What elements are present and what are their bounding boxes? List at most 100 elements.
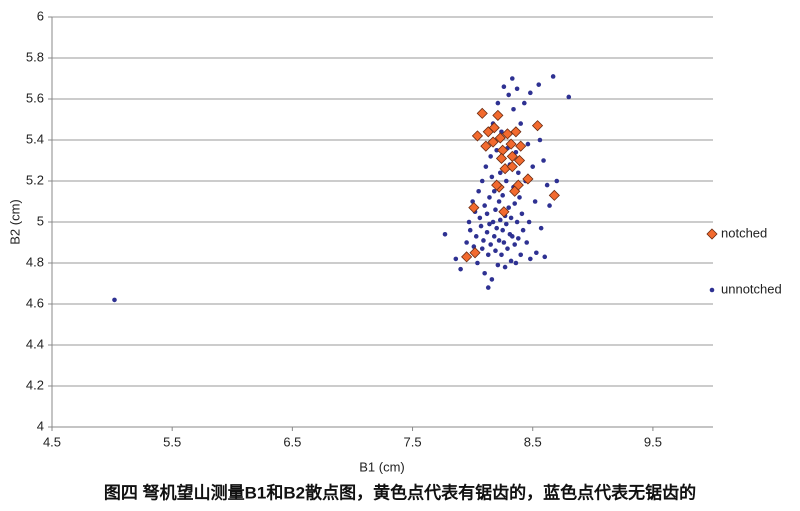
dot-point bbox=[534, 250, 539, 256]
dot-point bbox=[496, 238, 502, 243]
y-tick-label: 5.8 bbox=[26, 49, 44, 64]
dot-point bbox=[520, 227, 526, 233]
dot-point bbox=[482, 270, 487, 276]
y-tick-label: 4 bbox=[37, 418, 44, 433]
dot-point bbox=[509, 234, 515, 239]
y-tick-label: 4.6 bbox=[26, 295, 44, 310]
x-tick-label: 8.5 bbox=[524, 434, 542, 449]
dot-point bbox=[514, 86, 520, 92]
dot-point bbox=[482, 203, 487, 208]
dot-point bbox=[490, 219, 496, 225]
dot-point bbox=[514, 219, 520, 225]
dot-point bbox=[479, 178, 485, 184]
diamond-point bbox=[471, 130, 484, 142]
dot-point bbox=[503, 178, 509, 184]
dot-point bbox=[481, 238, 486, 243]
dot-point bbox=[487, 221, 492, 227]
dot-point bbox=[488, 154, 493, 159]
dot-point bbox=[518, 121, 524, 126]
dot-point bbox=[466, 219, 472, 225]
dot-point bbox=[519, 211, 525, 217]
dot-point bbox=[528, 90, 533, 96]
dot-point bbox=[528, 256, 533, 262]
diamond-point bbox=[491, 179, 503, 191]
x-tick-label: 5.5 bbox=[163, 434, 181, 449]
dot-point bbox=[513, 260, 519, 266]
dot-point bbox=[494, 225, 499, 231]
dot-point bbox=[508, 215, 514, 221]
dot-point bbox=[497, 217, 503, 223]
dot-point bbox=[509, 76, 515, 81]
diamond-point bbox=[495, 152, 508, 165]
dot-point bbox=[542, 254, 548, 260]
x-tick-label: 7.5 bbox=[404, 434, 422, 449]
dot-point bbox=[475, 260, 480, 266]
dot-point bbox=[496, 199, 502, 204]
diamond-point bbox=[498, 206, 510, 218]
dot-point bbox=[501, 240, 507, 245]
dot-point bbox=[453, 256, 459, 262]
diamond-point bbox=[706, 228, 718, 240]
y-axis-label: B2 (cm) bbox=[7, 199, 22, 245]
diamond-point bbox=[509, 185, 521, 197]
dot-point bbox=[512, 201, 517, 206]
dot-point bbox=[487, 195, 492, 200]
dot-point bbox=[467, 227, 473, 233]
y-tick-label: 5.2 bbox=[26, 172, 44, 187]
dot-point bbox=[566, 94, 572, 100]
dot-point bbox=[464, 240, 469, 245]
dot-point bbox=[517, 195, 522, 200]
diamond-point bbox=[510, 126, 522, 138]
y-tick-label: 4.2 bbox=[26, 377, 44, 392]
dot-point bbox=[112, 297, 117, 303]
diamond-point bbox=[505, 138, 517, 150]
dot-point bbox=[525, 141, 531, 147]
y-tick-label: 5.6 bbox=[26, 90, 44, 105]
dot-point bbox=[493, 207, 498, 212]
dot-point bbox=[491, 234, 497, 239]
dot-point bbox=[491, 188, 497, 194]
dot-point bbox=[500, 227, 505, 233]
dot-point bbox=[484, 229, 490, 235]
diamond-point bbox=[494, 132, 506, 144]
dot-point bbox=[541, 158, 546, 163]
dot-point bbox=[495, 100, 501, 106]
y-tick-label: 5.4 bbox=[26, 131, 44, 146]
dot-point bbox=[442, 232, 448, 237]
dot-point bbox=[547, 203, 552, 208]
dot-point bbox=[479, 246, 485, 251]
legend-label: unnotched bbox=[721, 281, 782, 296]
dot-point bbox=[518, 252, 524, 258]
diamond-point bbox=[480, 140, 492, 152]
diamond-point bbox=[531, 120, 544, 132]
dot-point bbox=[508, 258, 514, 264]
dot-point bbox=[500, 193, 505, 198]
y-tick-label: 6 bbox=[37, 8, 44, 23]
diamond-point bbox=[548, 189, 560, 201]
dot-point bbox=[476, 188, 481, 194]
dot-point bbox=[488, 242, 493, 247]
dot-point bbox=[485, 252, 491, 258]
dot-point bbox=[473, 234, 479, 239]
dot-point bbox=[477, 215, 483, 221]
diamond-point bbox=[488, 122, 500, 134]
diamond-point bbox=[469, 247, 481, 259]
dot-point bbox=[484, 211, 490, 217]
dot-point bbox=[516, 170, 521, 176]
diamond-point bbox=[506, 161, 518, 173]
dot-point bbox=[550, 74, 556, 79]
dot-point bbox=[709, 287, 715, 293]
x-tick-label: 4.5 bbox=[43, 434, 61, 449]
dot-point bbox=[503, 221, 509, 227]
dot-point bbox=[511, 106, 516, 112]
y-tick-label: 5 bbox=[37, 213, 44, 228]
diamond-point bbox=[487, 136, 499, 148]
dot-point bbox=[505, 246, 510, 251]
dot-point bbox=[489, 174, 495, 180]
diamond-point bbox=[492, 109, 504, 121]
dot-point bbox=[538, 225, 544, 231]
dot-point bbox=[501, 84, 507, 89]
caption: 图四 弩机望山测量B1和B2散点图，黄色点代表有锯齿的，蓝色点代表无锯齿的 bbox=[104, 482, 696, 502]
x-tick-label: 9.5 bbox=[644, 434, 662, 449]
